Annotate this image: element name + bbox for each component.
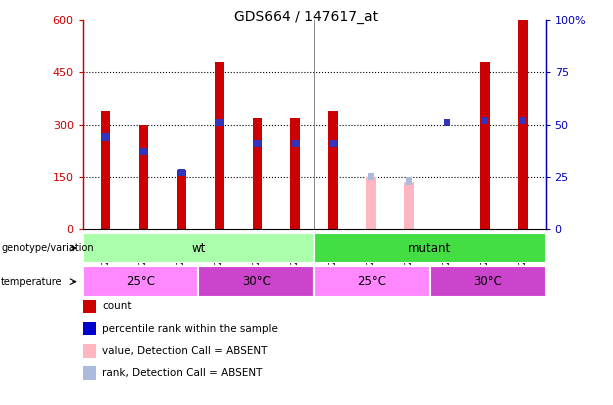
Text: 25°C: 25°C <box>126 275 155 288</box>
Text: 30°C: 30°C <box>242 275 271 288</box>
Text: rank, Detection Call = ABSENT: rank, Detection Call = ABSENT <box>102 368 263 378</box>
Bar <box>444 119 451 126</box>
Bar <box>83 266 199 297</box>
Bar <box>291 117 300 229</box>
Text: 30°C: 30°C <box>473 275 502 288</box>
Bar <box>216 119 223 126</box>
Text: genotype/variation: genotype/variation <box>1 243 94 253</box>
Text: percentile rank within the sample: percentile rank within the sample <box>102 324 278 334</box>
Text: temperature: temperature <box>1 277 63 287</box>
Text: count: count <box>102 301 132 311</box>
Bar <box>215 62 224 229</box>
Bar <box>406 177 413 185</box>
Bar <box>330 140 337 147</box>
Text: value, Detection Call = ABSENT: value, Detection Call = ABSENT <box>102 346 268 356</box>
Bar <box>292 140 299 147</box>
Bar <box>329 111 338 229</box>
Bar <box>481 117 489 124</box>
Bar <box>480 62 490 229</box>
Text: mutant: mutant <box>408 241 452 255</box>
Bar <box>101 111 110 229</box>
Bar <box>254 140 261 147</box>
Bar <box>178 169 185 176</box>
Text: GDS664 / 147617_at: GDS664 / 147617_at <box>234 10 379 24</box>
Bar <box>367 177 376 229</box>
Text: wt: wt <box>191 241 205 255</box>
Bar <box>140 148 147 155</box>
Bar <box>177 170 186 229</box>
Bar <box>519 117 526 124</box>
Bar <box>368 173 375 180</box>
Bar <box>518 20 528 229</box>
Bar <box>102 133 109 141</box>
Bar <box>199 266 314 297</box>
Bar <box>139 124 148 229</box>
Bar <box>314 233 546 263</box>
Bar <box>430 266 546 297</box>
Bar <box>253 117 262 229</box>
Bar <box>83 233 314 263</box>
Bar <box>404 182 414 229</box>
Text: 25°C: 25°C <box>357 275 387 288</box>
Bar <box>314 266 430 297</box>
